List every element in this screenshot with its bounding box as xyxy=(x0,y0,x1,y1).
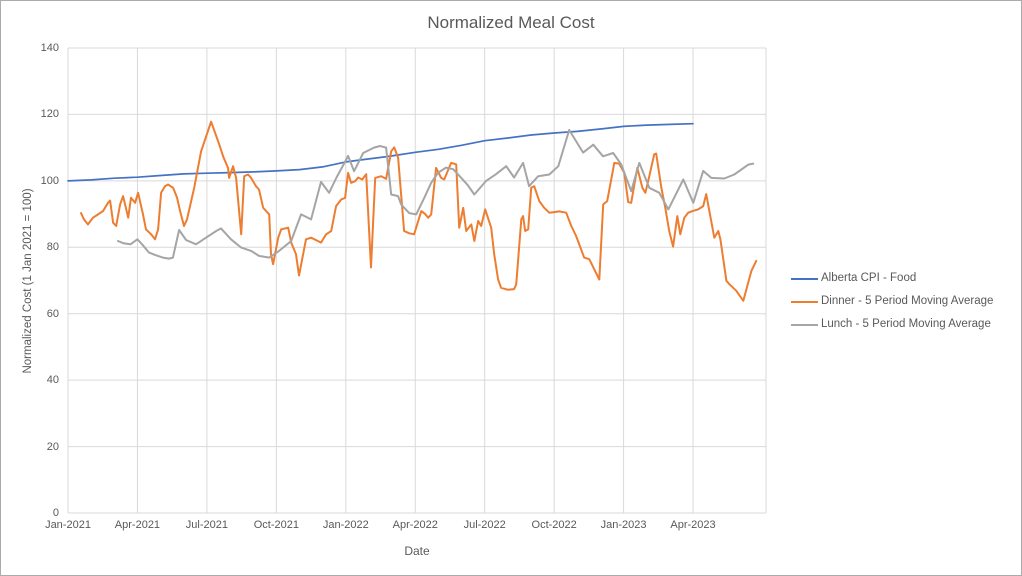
y-tick-label-60: 60 xyxy=(46,307,59,320)
legend: Alberta CPI - Food Dinner - 5 Period Movi… xyxy=(791,270,993,339)
legend-item-1: Dinner - 5 Period Moving Average xyxy=(791,293,993,310)
x-tick-label-Jan-2022: Jan-2022 xyxy=(322,519,369,531)
y-tick-label-80: 80 xyxy=(46,241,59,254)
y-tick-label-100: 100 xyxy=(40,174,59,187)
x-tick-label-Jan-2023: Jan-2023 xyxy=(600,519,647,531)
y-tick-label-140: 140 xyxy=(40,42,59,54)
legend-label-2: Lunch - 5 Period Moving Average xyxy=(821,318,991,330)
y-tick-label-40: 40 xyxy=(46,374,59,387)
x-tick-label-Jul-2021: Jul-2021 xyxy=(185,519,228,531)
legend-item-2: Lunch - 5 Period Moving Average xyxy=(791,316,993,333)
y-tick-label-20: 20 xyxy=(46,440,59,453)
legend-line-swatch-2 xyxy=(791,323,818,326)
x-axis-title: Date xyxy=(404,544,430,558)
legend-label-0: Alberta CPI - Food xyxy=(821,272,917,284)
y-tick-label-120: 120 xyxy=(40,108,59,121)
chart-title: Normalized Meal Cost xyxy=(427,13,595,32)
series-line-2 xyxy=(117,129,755,260)
x-tick-label-Apr-2022: Apr-2022 xyxy=(392,519,438,531)
y-tick-label-0: 0 xyxy=(52,507,59,519)
series-line-1 xyxy=(80,120,758,302)
x-tick-label-Oct-2021: Oct-2021 xyxy=(253,519,299,531)
legend-line-swatch-0 xyxy=(791,277,818,280)
x-tick-label-Jan-2021: Jan-2021 xyxy=(45,519,91,531)
legend-item-0: Alberta CPI - Food xyxy=(791,270,993,287)
x-tick-label-Apr-2023: Apr-2023 xyxy=(670,519,716,531)
x-tick-label-Jul-2022: Jul-2022 xyxy=(463,519,506,531)
x-tick-label-Oct-2022: Oct-2022 xyxy=(531,519,577,531)
legend-label-1: Dinner - 5 Period Moving Average xyxy=(821,295,994,307)
y-axis-title: Normalized Cost (1 Jan 2021 = 100) xyxy=(22,188,34,374)
x-tick-label-Apr-2021: Apr-2021 xyxy=(114,519,161,531)
legend-line-swatch-1 xyxy=(791,300,818,303)
series-line-0 xyxy=(67,122,694,182)
